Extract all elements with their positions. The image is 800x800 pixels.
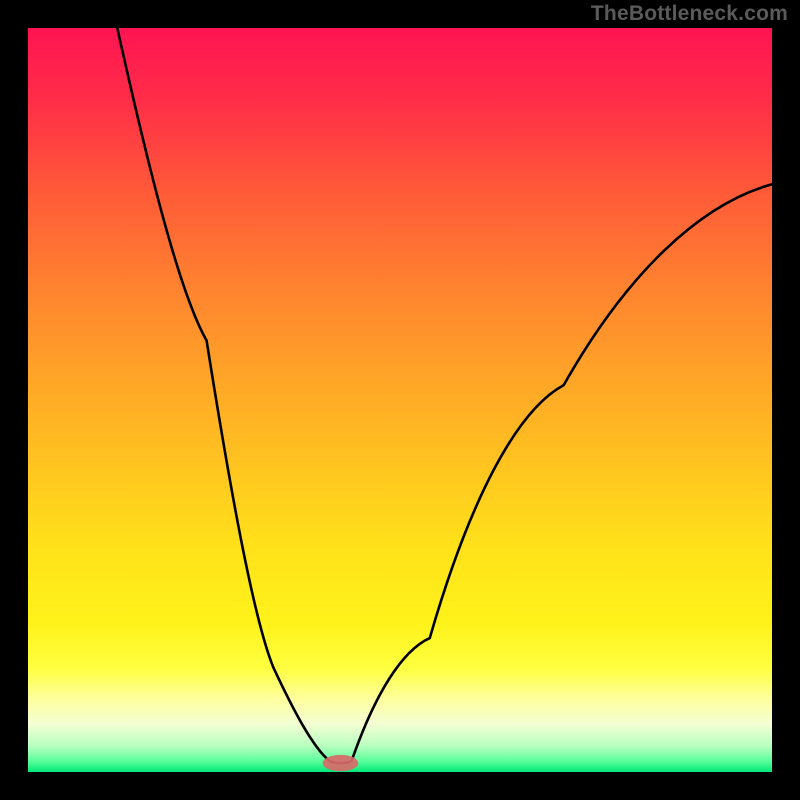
- watermark-text: TheBottleneck.com: [591, 2, 788, 26]
- outer-frame: TheBottleneck.com: [0, 0, 800, 800]
- chart-svg: [28, 28, 772, 772]
- minimum-marker: [323, 755, 359, 771]
- plot-area: [28, 28, 772, 772]
- gradient-background: [28, 28, 772, 772]
